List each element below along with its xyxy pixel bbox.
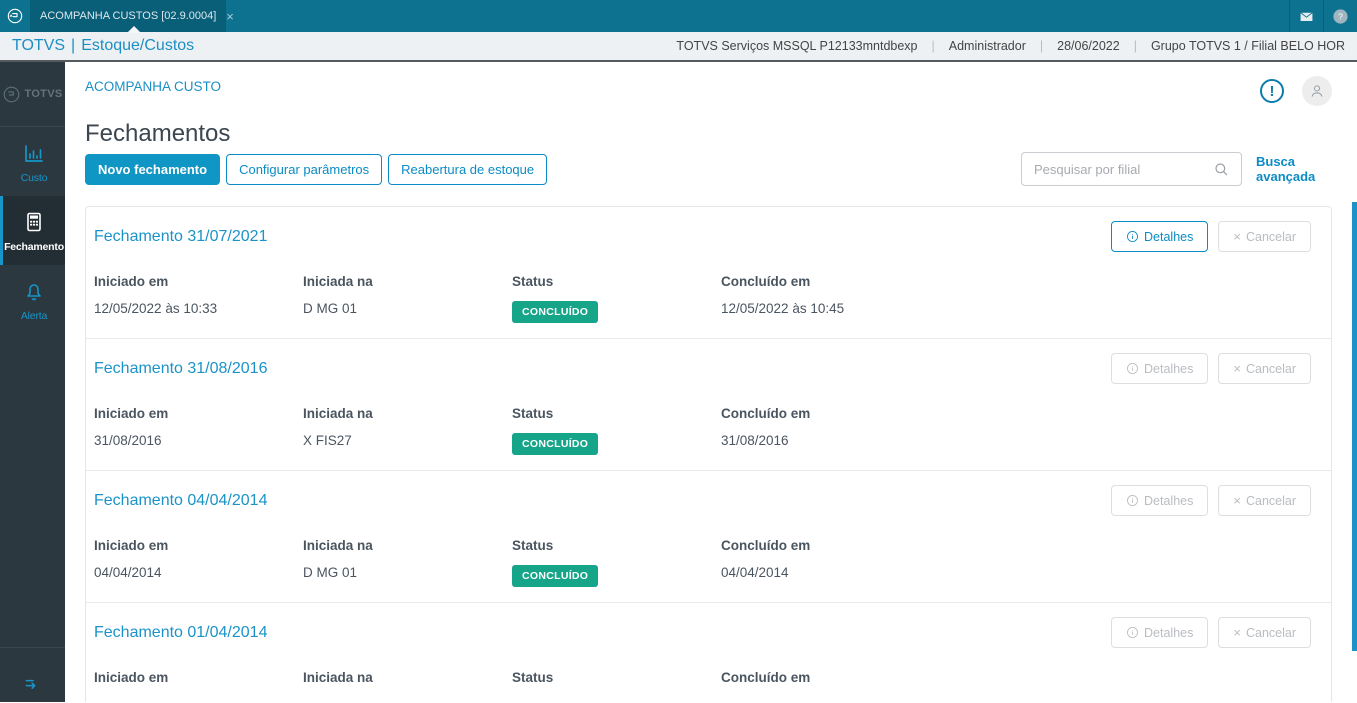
svg-text:?: ? bbox=[1338, 11, 1343, 21]
